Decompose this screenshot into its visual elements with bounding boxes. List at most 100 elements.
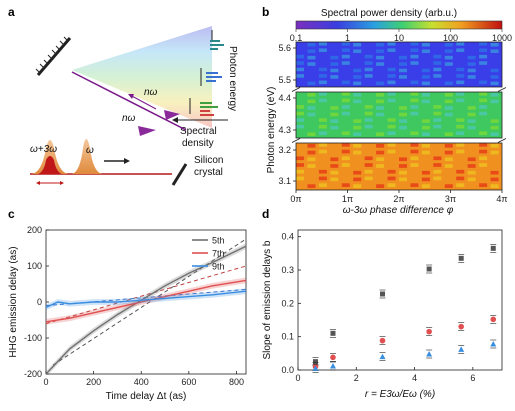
silicon-crystal [171,163,188,186]
ylabel-d: Slope of emission delays b [262,240,273,359]
heatmap [291,41,507,191]
heatmap-fringe [421,55,430,60]
panel-c: c 0 200 400 600 800 -200 -100 0 100 200 Time delay… [8,207,247,402]
heatmap-fringe [467,93,476,97]
heatmap-fringe [353,81,362,86]
heatmap-fringe [399,177,408,182]
heatmap-fringe [456,54,465,59]
heatmap-fringe [387,61,396,65]
heatmap-fringe [410,169,419,174]
heatmap-fringe [467,49,476,53]
heatmap-fringe [307,106,316,110]
data-point-circle [330,354,336,361]
xlabel-c: Time delay Δt (as) [106,391,187,402]
heatmap-fringe [456,42,465,46]
heatmap-fringe [410,54,419,59]
heatmap-fringe [318,42,327,46]
heatmap-fringe [353,75,362,79]
heatmap-fringe [444,184,453,188]
panel-b-ytick-label: 4.3 [278,125,291,135]
heatmap-fringe [341,48,350,52]
heatmap-fringe [467,62,476,66]
heatmap-fringe [330,68,339,73]
heatmap-fringe [387,183,396,187]
heatmap-fringe [318,74,327,78]
heatmap-fringe [421,43,430,47]
heatmap-fringe [467,150,476,155]
heatmap-fringe [318,163,327,167]
heatmap-fringe [490,132,499,137]
data-point-square [312,359,318,365]
heatmap-fringe [330,55,339,60]
heatmap-frame [295,91,503,139]
heatmap-fringe [296,124,305,129]
heatmap-fringe [341,111,350,116]
heatmap-fringe [376,184,385,188]
nw-label-2: nω [122,113,136,124]
heatmap-fringe [456,48,465,52]
heatmap-fringe [376,112,385,117]
heatmap-fringe [479,156,488,161]
heatmap-fringe [479,61,488,65]
heatmap-fringe [467,119,476,123]
heatmap-fringe [399,144,408,148]
axis-break-mark [497,87,507,92]
grating-teeth [35,36,69,74]
data-point-circle [490,316,497,323]
heatmap-fringe [421,119,430,123]
heatmap-fringe [467,177,476,182]
heatmap-fringe [421,49,430,53]
heatmap-fringe [490,177,499,182]
heatmap-fringe [364,163,373,167]
heatmap-fringe [387,111,396,116]
heatmap-fringe [364,80,373,85]
heatmap-fringe [433,143,442,147]
heatmap-fringe [318,92,327,96]
heatmap-fringe [318,61,327,65]
heatmap-fringe [318,48,327,52]
heatmap-fringe [364,74,373,78]
axis-break-mark [291,87,301,92]
heatmap-fringe [376,68,385,73]
colorbar-tick-label: 1000 [492,33,512,43]
nw-label-1: nω [144,87,158,98]
heatmap-fringe [479,92,488,96]
ytick-label-d: 0.2 [281,298,294,308]
heatmap-fringe [387,105,396,109]
heatmap-fringe [444,75,453,79]
heatmap-fringe [467,43,476,47]
heatmap-fringe [490,144,499,148]
heatmap-fringe [490,184,499,188]
heatmap-fringe [456,118,465,122]
heatmap-fringe [296,105,305,109]
heatmap-fringe [421,93,430,97]
heatmap-fringe [318,156,327,161]
heatmap-fringe [410,163,419,167]
heatmap-fringe [399,170,408,175]
heatmap-fringe [307,157,316,162]
heatmap-fringe [479,48,488,52]
heatmap-fringe [433,61,442,65]
colorbar-ticks: 0.1 1 10 100 1000 [290,29,512,43]
panel-b-xtick-label: 4π [496,194,507,204]
heatmap-fringe [490,125,499,130]
heatmap-fringe [318,124,327,129]
heatmap-fringe [421,177,430,182]
heatmap-fringe [456,149,465,154]
heatmap-fringe [341,67,350,72]
data-point-square [426,266,432,272]
heatmap-fringe [353,157,362,162]
heatmap-fringe [467,184,476,188]
plot-frame-d [297,229,503,371]
heatmap-fringe [433,124,442,129]
chart-c: 0 200 400 600 800 -200 -100 0 100 200 Time delay Δ… [8,225,247,402]
panel-b-xlabel: ω-3ω phase difference φ [343,205,454,216]
heatmap-fringe [467,81,476,86]
ytick-label-c: 200 [27,225,42,235]
colorbar-tick-label: 1 [345,33,350,43]
heatmap-fringe [456,74,465,78]
heatmap-fringe [376,170,385,175]
heatmap-fringe [330,125,339,130]
beam-direction-arrow [129,94,157,110]
